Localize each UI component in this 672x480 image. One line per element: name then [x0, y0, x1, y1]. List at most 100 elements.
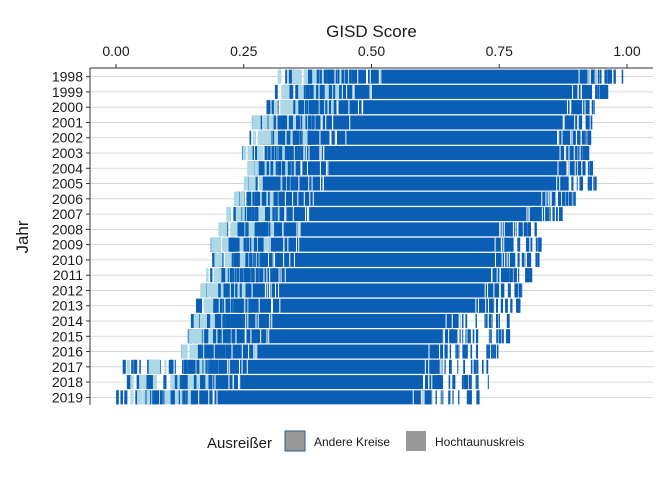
strip-tick-2011 [234, 268, 237, 283]
strip-tick-2017 [444, 359, 446, 374]
strip-tick-2000 [573, 100, 575, 115]
strip-tick-2000 [571, 100, 573, 115]
strip-tick-2002 [586, 130, 588, 145]
strip-tick-2003 [274, 146, 276, 160]
strip-gap-2018 [238, 375, 240, 390]
strip-gap-2007 [544, 207, 546, 222]
strip-tick-2001 [311, 115, 314, 130]
strip-tick-2012 [231, 283, 235, 298]
strip-tick-2009 [510, 237, 514, 252]
strip-tick-light-2013 [209, 298, 214, 313]
strip-gap-2000 [361, 100, 363, 115]
strip-tick-2011 [518, 268, 520, 283]
strip-tick-2005 [290, 176, 293, 191]
strip-gap-2019 [423, 390, 425, 405]
strip-gap-2014 [247, 314, 249, 328]
strip-tick-1999 [290, 84, 294, 99]
strip-tick-light-2016 [181, 344, 186, 359]
strip-tick-1998 [331, 69, 333, 84]
strip-gap-2016 [443, 344, 445, 359]
strip-tick-2006 [254, 191, 257, 206]
strip-tick-2016 [218, 344, 221, 359]
strip-tick-2003 [277, 146, 279, 160]
strip-tick-1998 [288, 69, 291, 84]
strip-tick-light-2005 [249, 176, 252, 191]
strip-tick-2011 [509, 268, 512, 283]
strip-tick-2011 [244, 268, 248, 283]
strip-gap-2011 [263, 268, 265, 283]
strip-gap-2013 [475, 298, 477, 313]
strip-tick-2012 [518, 283, 521, 298]
strip-gap-2012 [487, 283, 489, 298]
strip-tick-2000 [585, 100, 588, 115]
strip-tick-2005 [278, 176, 281, 191]
strip-tick-2014 [489, 314, 492, 328]
strip-tick-2004 [262, 161, 264, 176]
strip-tick-2004 [277, 161, 280, 176]
strip-tick-2018 [209, 375, 211, 390]
strip-gap-2011 [278, 268, 280, 283]
strip-tick-2015 [204, 329, 206, 344]
strip-tick-2003 [578, 146, 580, 160]
strip-tick-2001 [590, 115, 593, 130]
strip-tick-light-2001 [268, 115, 273, 130]
strip-gap-1998 [587, 69, 589, 84]
strip-gap-2015 [245, 329, 247, 344]
strip-gap-2003 [573, 146, 575, 160]
strip-tick-2013 [226, 298, 230, 313]
strip-row-2004 [247, 161, 594, 176]
strip-tick-2001 [570, 115, 573, 130]
strip-tick-2017 [190, 359, 194, 374]
strip-tick-1999 [288, 84, 292, 99]
strip-tick-light-2011 [214, 268, 217, 283]
strip-tick-2019 [153, 390, 156, 405]
strip-tick-2005 [276, 176, 280, 191]
strip-tick-2017 [449, 359, 451, 374]
strip-tick-2012 [508, 283, 510, 298]
strip-gap-2003 [564, 146, 566, 160]
strip-tick-2005 [272, 176, 275, 191]
strip-gap-2016 [447, 344, 449, 359]
strip-tick-2013 [199, 298, 202, 313]
strip-gap-2007 [528, 207, 530, 222]
strip-tick-1998 [593, 69, 595, 84]
strip-tick-2009 [249, 237, 252, 252]
strip-tick-2010 [526, 252, 529, 267]
strip-gap-2010 [272, 252, 274, 267]
strip-tick-2018 [126, 375, 129, 390]
strip-gap-2016 [231, 344, 233, 359]
strip-tick-2016 [458, 344, 460, 359]
strip-tick-1999 [605, 84, 607, 99]
strip-tick-2016 [462, 344, 464, 359]
strip-tick-2019 [116, 390, 119, 405]
strip-gap-2000 [357, 100, 359, 115]
strip-tick-2015 [222, 329, 226, 344]
strip-tick-2000 [329, 100, 332, 115]
strip-tick-2014 [225, 314, 227, 328]
strip-tick-2017 [147, 359, 150, 374]
strip-tick-2014 [455, 314, 459, 328]
strip-tick-2010 [234, 252, 238, 267]
strip-tick-2010 [256, 252, 259, 267]
strip-tick-2004 [298, 161, 301, 176]
strip-tick-2012 [239, 283, 242, 298]
strip-gap-2004 [319, 161, 321, 176]
strip-gap-2009 [500, 237, 502, 252]
strip-tick-2001 [281, 115, 284, 130]
strip-gap-1998 [589, 69, 591, 84]
strip-tick-2014 [485, 314, 488, 328]
strip-gap-2008 [501, 222, 503, 237]
strip-gap-2014 [460, 314, 462, 328]
strip-tick-light-2003 [248, 146, 253, 160]
strip-gap-2019 [216, 390, 218, 405]
strip-tick-light-2006 [233, 191, 238, 206]
strip-tick-2013 [237, 298, 239, 313]
strip-tick-light-2017 [156, 359, 161, 374]
strip-tick-light-2015 [188, 329, 191, 344]
strip-gap-2015 [442, 329, 444, 344]
strip-tick-2010 [221, 252, 224, 267]
dense-band-2002 [315, 130, 576, 145]
strip-tick-1999 [602, 84, 605, 99]
strip-tick-2007 [540, 207, 542, 222]
strip-tick-2014 [238, 314, 242, 328]
